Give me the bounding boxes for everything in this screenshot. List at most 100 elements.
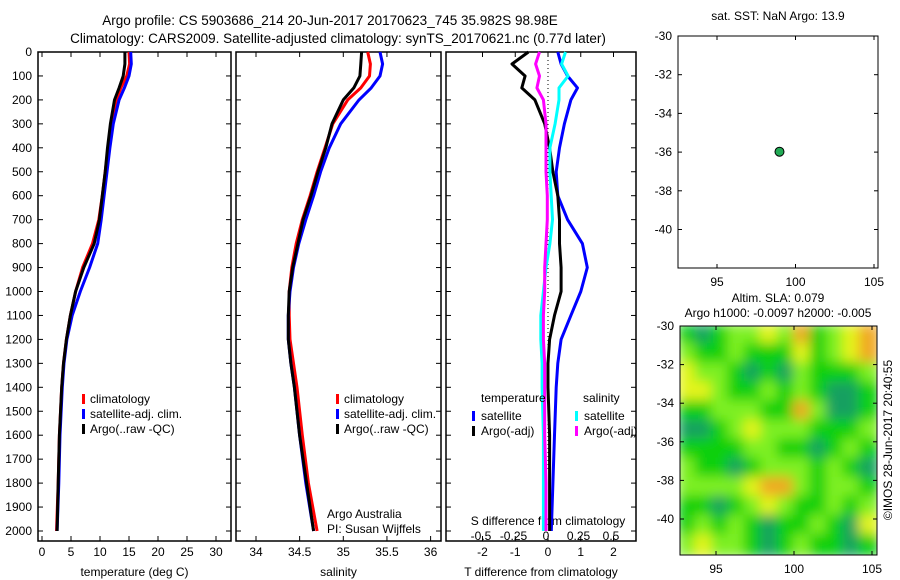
sla-cell — [809, 438, 830, 462]
sla-cell — [680, 514, 699, 538]
sla-cell — [809, 400, 830, 424]
sla-cell — [760, 419, 781, 443]
x-tick-label: 34 — [249, 545, 263, 559]
sla-cell — [680, 438, 699, 462]
sla-cell — [842, 343, 863, 367]
sla-cell — [727, 476, 748, 500]
depth-tick-label: 100 — [12, 69, 32, 83]
sla-cell — [776, 438, 797, 462]
sla-cell — [760, 476, 781, 500]
sla-cell — [710, 362, 732, 386]
sla-cell — [680, 343, 699, 367]
sla-cell — [776, 326, 797, 348]
sla-cell — [727, 343, 748, 367]
panel-frame-salinity-profile — [235, 51, 442, 542]
sla-cell — [792, 476, 814, 500]
sla-cell — [858, 533, 877, 555]
sla-cell — [760, 343, 781, 367]
x-axis-label: T difference from climatology — [464, 565, 618, 579]
depth-tick-label: 300 — [12, 117, 32, 131]
sla-cell — [809, 457, 830, 481]
x-tick-label: -2 — [477, 545, 488, 559]
sla-cell — [809, 514, 830, 538]
sla-cell — [760, 362, 781, 386]
sla-cell — [743, 362, 765, 386]
sla-cell — [743, 326, 765, 348]
depth-tick-label: 1500 — [5, 404, 32, 418]
sst-map-title: sat. SST: NaN Argo: 13.9 — [711, 9, 845, 23]
sla-cell — [743, 438, 765, 462]
sla-cell — [694, 495, 715, 519]
sla-cell — [710, 514, 732, 538]
legend-label: climatology — [344, 392, 404, 406]
sla-cell — [792, 514, 814, 538]
s-tick-label: -0.25 — [500, 529, 528, 543]
x-axis-label: salinity — [320, 565, 357, 579]
sla-cell — [710, 343, 732, 367]
legend-label: satellite-adj. clim. — [344, 407, 436, 421]
sla-cell — [694, 514, 715, 538]
sla-cell — [792, 495, 814, 519]
depth-tick-label: 1700 — [5, 452, 32, 466]
sla-cell — [776, 533, 797, 555]
depth-tick-label: 800 — [12, 237, 32, 251]
sla-cell — [825, 381, 847, 405]
s-axis-label: S difference from climatology — [471, 514, 626, 528]
sla-cell — [743, 381, 765, 405]
sla-cell — [710, 533, 732, 555]
argo-location-marker — [774, 146, 785, 157]
sla-cell — [792, 362, 814, 386]
sla-cell — [776, 419, 797, 443]
sla-cell — [710, 457, 732, 481]
depth-tick-label: 900 — [12, 261, 32, 275]
sla-cell — [842, 400, 863, 424]
sla-cell — [760, 514, 781, 538]
sla-cell — [858, 326, 877, 348]
x-tick-label: -1 — [510, 545, 521, 559]
annotation-pi: PI: Susan Wijffels — [327, 522, 421, 536]
sla-cell — [792, 326, 814, 348]
sla-cell — [842, 476, 863, 500]
sla-cell — [760, 495, 781, 519]
depth-tick-label: 1200 — [5, 332, 32, 346]
sla-cell — [809, 362, 830, 386]
annotation-institution: Argo Australia — [327, 507, 402, 521]
depth-tick-label: 700 — [12, 213, 32, 227]
title-line-2: Climatology: CARS2009. Satellite-adjuste… — [70, 31, 606, 46]
legend-swatch — [336, 394, 339, 404]
legend-swatch — [336, 424, 339, 434]
sla-cell — [680, 495, 699, 519]
legend-swatch — [472, 426, 475, 436]
x-tick-label: 2 — [610, 545, 617, 559]
lat-tick-label: -30 — [655, 29, 673, 43]
sla-cell — [760, 438, 781, 462]
sla-cell — [825, 495, 847, 519]
sla-cell — [710, 495, 732, 519]
sla-cell — [760, 400, 781, 424]
sla-cell — [694, 343, 715, 367]
sla-cell — [776, 457, 797, 481]
sla-cell — [858, 362, 877, 386]
sla-cell — [842, 419, 863, 443]
legend-swatch — [82, 394, 85, 404]
sla-cell — [809, 419, 830, 443]
sla-cell — [760, 457, 781, 481]
s-tick-label: 0.25 — [567, 529, 591, 543]
sla-cell — [842, 381, 863, 405]
sla-heatmap — [680, 326, 877, 555]
depth-tick-label: 600 — [12, 189, 32, 203]
sla-cell — [727, 438, 748, 462]
sla-cell — [858, 514, 877, 538]
sla-cell — [825, 326, 847, 348]
sla-cell — [727, 457, 748, 481]
sla-cell — [858, 381, 877, 405]
sla-cell — [776, 514, 797, 538]
series-line-satellite — [539, 51, 570, 531]
sla-cell — [825, 400, 847, 424]
sla-cell — [694, 457, 715, 481]
depth-tick-label: 1100 — [6, 308, 32, 322]
legend-header-salinity: salinity — [583, 391, 620, 405]
legend-label: Argo(-adj) — [481, 424, 534, 438]
sla-cell — [694, 326, 715, 348]
